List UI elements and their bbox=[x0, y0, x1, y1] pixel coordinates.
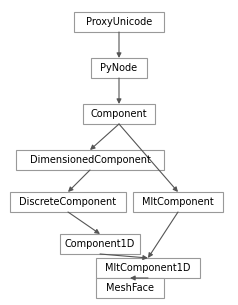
Text: Component1D: Component1D bbox=[65, 239, 135, 249]
Text: PyNode: PyNode bbox=[100, 63, 138, 73]
FancyBboxPatch shape bbox=[96, 258, 200, 278]
FancyBboxPatch shape bbox=[10, 192, 126, 212]
FancyBboxPatch shape bbox=[16, 150, 164, 170]
Text: MeshFace: MeshFace bbox=[106, 283, 154, 293]
FancyBboxPatch shape bbox=[133, 192, 223, 212]
Text: DiscreteComponent: DiscreteComponent bbox=[20, 197, 117, 207]
Text: ProxyUnicode: ProxyUnicode bbox=[86, 17, 152, 27]
FancyBboxPatch shape bbox=[83, 104, 155, 124]
Text: DimensionedComponent: DimensionedComponent bbox=[30, 155, 150, 165]
Text: MltComponent: MltComponent bbox=[142, 197, 214, 207]
FancyBboxPatch shape bbox=[60, 234, 140, 254]
FancyBboxPatch shape bbox=[96, 278, 164, 298]
FancyBboxPatch shape bbox=[91, 58, 147, 78]
FancyBboxPatch shape bbox=[74, 12, 164, 32]
Text: MltComponent1D: MltComponent1D bbox=[105, 263, 191, 273]
Text: Component: Component bbox=[91, 109, 147, 119]
